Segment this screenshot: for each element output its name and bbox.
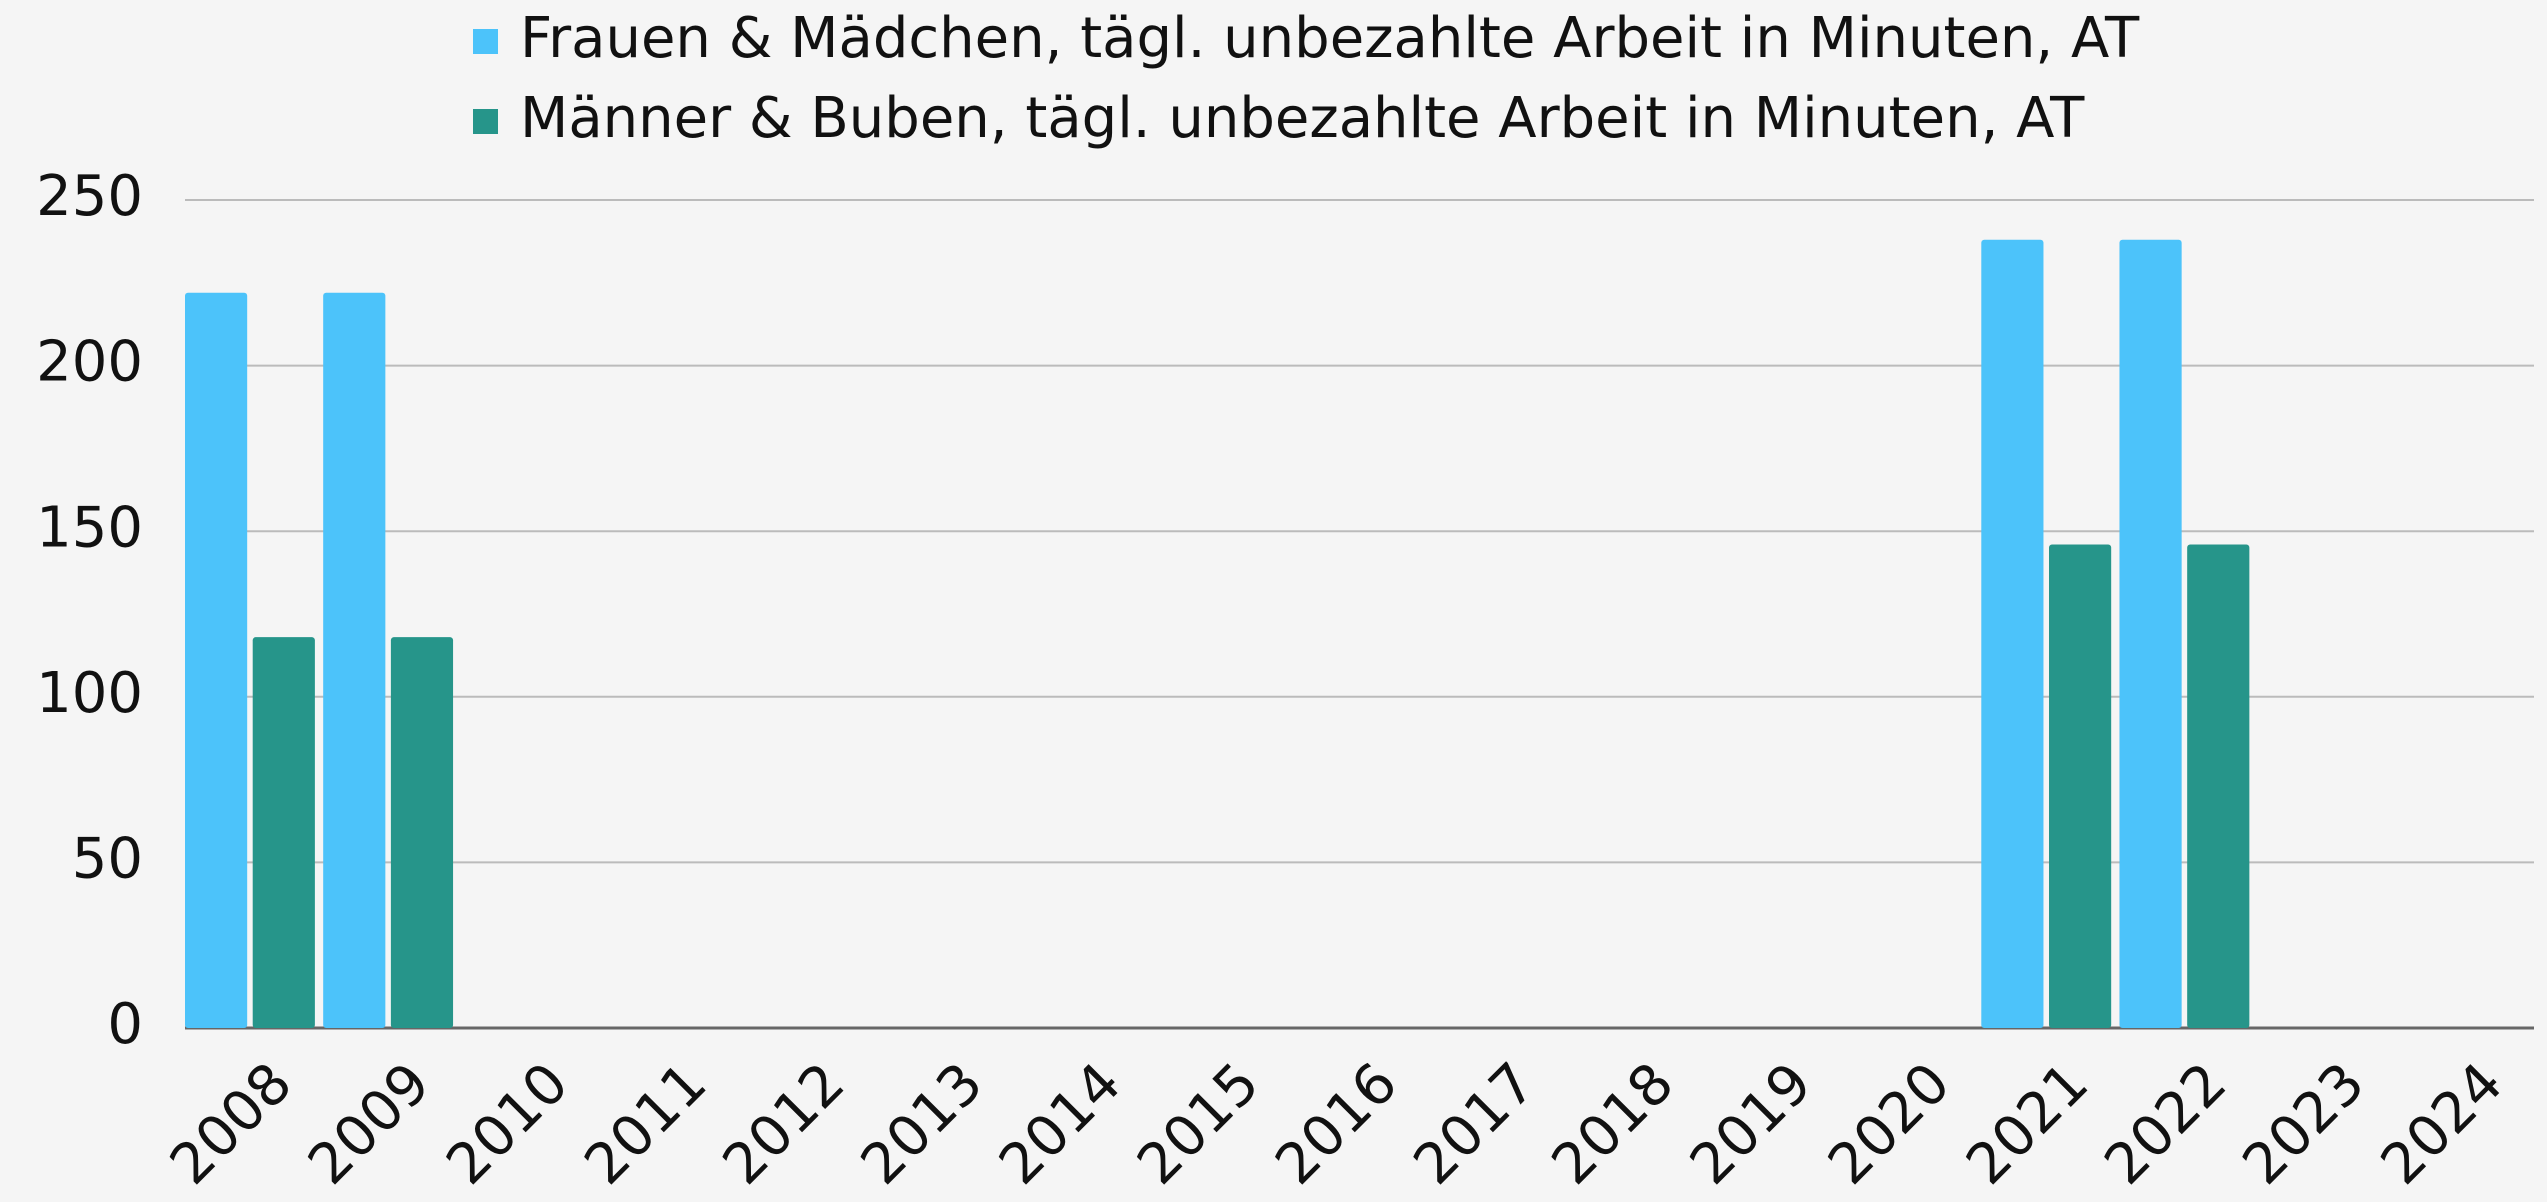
- x-tick-label: 2012: [711, 1051, 858, 1198]
- bar: [2049, 544, 2112, 1028]
- bar: [2187, 544, 2250, 1028]
- x-tick-label: 2023: [2231, 1051, 2378, 1198]
- y-tick-label: 100: [36, 661, 143, 726]
- x-tick-label: 2010: [434, 1051, 581, 1198]
- y-tick-label: 150: [36, 495, 143, 560]
- bar: [390, 637, 454, 1028]
- x-tick-label: 2018: [1540, 1051, 1687, 1198]
- bar: [1981, 239, 2044, 1028]
- legend-swatch: [473, 109, 498, 134]
- y-tick-label: 50: [72, 827, 143, 892]
- x-tick-label: 2014: [987, 1051, 1134, 1198]
- legend-label: Frauen & Mädchen, tägl. unbezahlte Arbei…: [520, 6, 2140, 71]
- y-tick-label: 0: [107, 992, 143, 1057]
- x-tick-label: 2015: [1125, 1051, 1272, 1198]
- x-tick-label: 2013: [849, 1051, 996, 1198]
- x-tick-label: 2009: [296, 1051, 443, 1198]
- x-tick-label: 2019: [1678, 1051, 1825, 1198]
- x-tick-label: 2024: [2369, 1051, 2516, 1198]
- x-tick-label: 2020: [1816, 1051, 1963, 1198]
- bar: [2119, 239, 2182, 1028]
- y-tick-label: 200: [36, 330, 143, 395]
- bar: [323, 292, 386, 1029]
- x-tick-label: 2017: [1402, 1051, 1549, 1198]
- y-tick-label: 250: [36, 164, 143, 229]
- x-tick-label: 2011: [572, 1051, 719, 1198]
- x-tick-label: 2021: [1954, 1051, 2101, 1198]
- x-tick-label: 2022: [2092, 1051, 2239, 1198]
- x-tick-label: 2016: [1263, 1051, 1410, 1198]
- legend-label: Männer & Buben, tägl. unbezahlte Arbeit …: [520, 86, 2085, 151]
- bar: [252, 637, 315, 1028]
- x-tick-label: 2008: [158, 1051, 305, 1198]
- bar: [185, 292, 248, 1029]
- legend-swatch: [473, 29, 498, 54]
